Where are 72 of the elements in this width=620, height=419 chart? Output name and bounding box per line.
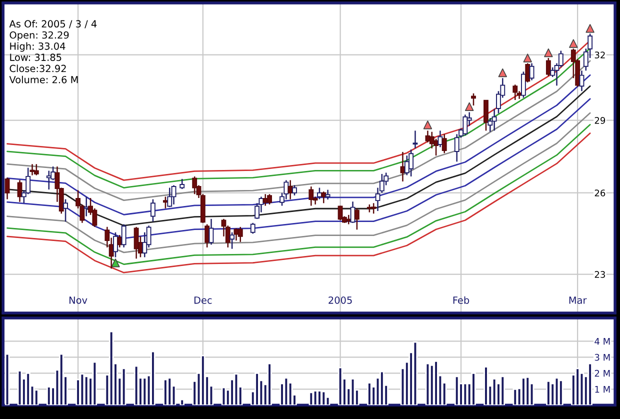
- y-tick-label: 3 M: [594, 354, 610, 361]
- candlestick: [30, 163, 35, 176]
- candlestick: [117, 234, 122, 248]
- candlestick: [192, 176, 198, 195]
- candlestick: [338, 205, 343, 221]
- y-tick-label: 4 M: [594, 338, 610, 345]
- point: [586, 24, 594, 33]
- candlestick: [267, 194, 272, 206]
- candlestick: [462, 114, 468, 136]
- point: [498, 68, 507, 78]
- candlestick: [208, 218, 214, 246]
- annotation: As Of: 2005 / 3 / 4: [9, 20, 97, 28]
- candlestick: [4, 177, 10, 200]
- candlestick: [412, 130, 418, 149]
- candlestick: [167, 187, 172, 208]
- candlestick: [492, 108, 497, 132]
- candlestick: [520, 71, 526, 98]
- y-tick-label: 23: [594, 271, 605, 278]
- annotation: Open: 32.29: [10, 31, 69, 41]
- candlestick: [134, 226, 139, 260]
- annotation: Close:32.92: [10, 64, 66, 72]
- candlestick: [471, 92, 476, 106]
- candlestick: [250, 222, 256, 234]
- candlestick: [180, 178, 185, 190]
- annotation: High: 33.04: [10, 42, 66, 52]
- candlestick: [354, 208, 360, 230]
- x-tick-label: Feb: [453, 296, 470, 304]
- candlestick: [84, 196, 89, 217]
- x-tick-label: Dec: [194, 296, 212, 304]
- candlestick: [484, 99, 488, 132]
- point: [111, 258, 120, 268]
- candlestick: [17, 180, 22, 202]
- annotation: Low: 31.85: [10, 54, 62, 61]
- candlestick: [113, 232, 118, 258]
- candlestick: [308, 186, 314, 206]
- candlestick: [525, 62, 530, 84]
- point: [523, 54, 532, 62]
- candlestick: [121, 224, 126, 248]
- line-series: [6, 112, 591, 254]
- x-tick-label: Nov: [69, 296, 88, 304]
- candlestick: [546, 57, 551, 77]
- candlestick: [238, 226, 243, 243]
- candlestick: [346, 214, 352, 225]
- candlestick: [579, 70, 584, 92]
- candlestick: [512, 84, 518, 101]
- line-series: [6, 60, 591, 201]
- candlestick: [529, 62, 534, 81]
- candlestick: [292, 184, 297, 196]
- y-tick-label: 32: [594, 52, 605, 58]
- y-tick-label: 26: [594, 190, 606, 196]
- y-tick-label: 2 M: [594, 370, 610, 377]
- x-tick-label: Mar: [569, 296, 587, 304]
- annotation: Volume: 2.6 M: [9, 76, 78, 84]
- candlestick: [63, 198, 68, 222]
- candlestick: [321, 190, 326, 204]
- candlestick: [442, 134, 447, 154]
- candlestick: [204, 224, 210, 248]
- candlestick: [438, 130, 443, 148]
- candlestick: [230, 232, 235, 250]
- y-tick-label: 29: [594, 117, 606, 124]
- point: [423, 120, 432, 130]
- x-tick-label: 2005: [328, 296, 352, 304]
- candlestick: [34, 163, 39, 176]
- candlestick: [150, 198, 156, 222]
- point: [569, 39, 578, 48]
- candlestick: [325, 189, 330, 200]
- point: [464, 102, 474, 112]
- y-tick-label: 1 M: [595, 386, 610, 393]
- candlestick: [408, 148, 414, 178]
- candlestick: [371, 202, 376, 214]
- candlestick: [171, 184, 176, 206]
- point: [544, 48, 553, 58]
